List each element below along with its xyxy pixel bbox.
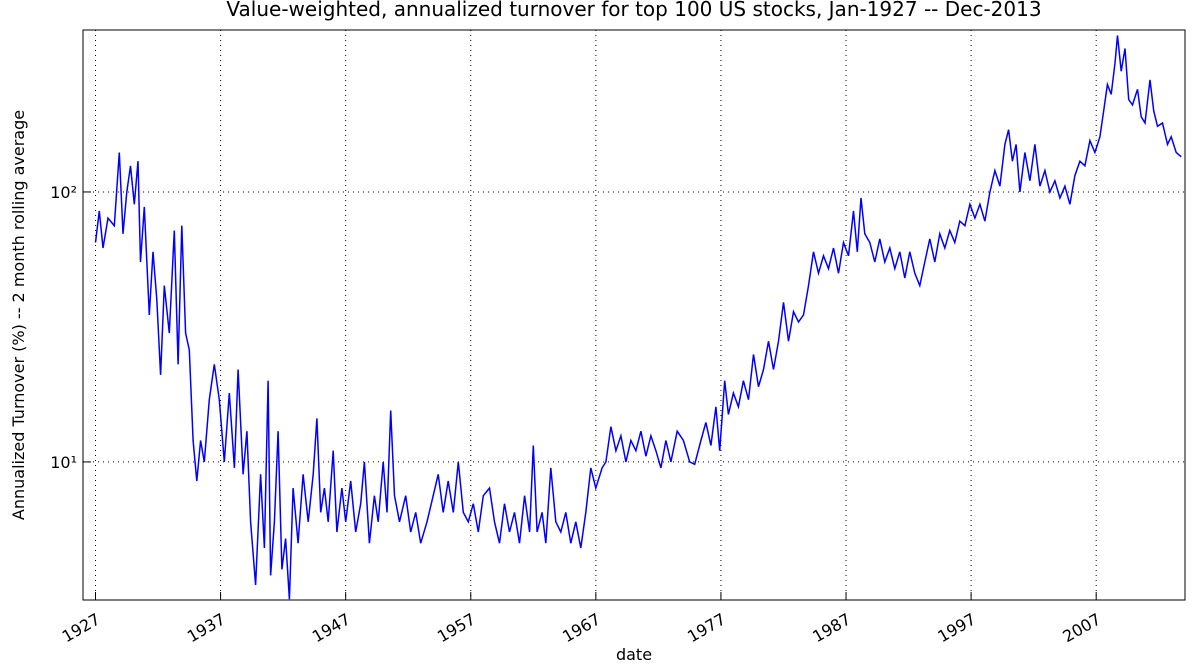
x-tick-label: 1977	[684, 609, 729, 646]
x-tick-label: 1927	[59, 609, 104, 646]
x-tick-label: 1987	[809, 609, 854, 646]
x-tick-label: 1947	[309, 609, 354, 646]
x-tick-label: 2007	[1059, 609, 1104, 646]
plot-frame	[82, 29, 1186, 601]
y-tick-label: 10¹	[50, 453, 77, 472]
x-tick-label: 1957	[434, 609, 479, 646]
y-axis-label: Annualized Turnover (%) -- 2 month rolli…	[9, 110, 28, 520]
x-tick-label: 1997	[934, 609, 979, 646]
x-tick-label: 1937	[184, 609, 229, 646]
x-axis-label: date	[616, 645, 652, 664]
chart-title: Value-weighted, annualized turnover for …	[226, 0, 1041, 21]
data-line	[94, 35, 1182, 600]
x-tick-label: 1967	[559, 609, 604, 646]
y-tick-label: 10²	[50, 183, 77, 202]
